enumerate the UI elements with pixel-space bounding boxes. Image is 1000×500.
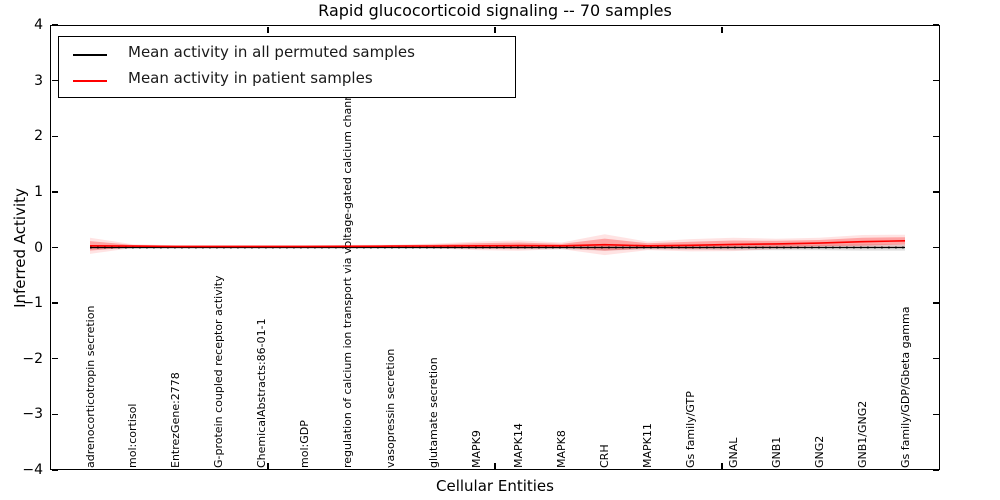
ytick-mark xyxy=(51,469,58,471)
ytick-label: −1 xyxy=(22,295,43,312)
xtick-mark xyxy=(267,462,269,469)
ytick-label: −2 xyxy=(22,350,43,367)
permuted-line-sample xyxy=(73,54,107,56)
ytick-mark xyxy=(932,246,939,249)
ytick-mark xyxy=(51,358,58,360)
ytick-mark xyxy=(51,246,58,249)
ytick-mark xyxy=(51,24,58,26)
ytick-mark xyxy=(51,79,58,82)
legend: Mean activity in all permuted samples Me… xyxy=(58,36,516,98)
patient-mean-line xyxy=(89,240,906,248)
patient-std-band-outer xyxy=(90,234,905,256)
ytick-label: 0 xyxy=(34,239,43,256)
ytick-mark xyxy=(932,135,939,137)
chart-title: Rapid glucocorticoid signaling -- 70 sam… xyxy=(318,1,672,20)
xtick-mark xyxy=(721,462,723,469)
ytick-label: −3 xyxy=(22,406,43,423)
ytick-mark xyxy=(932,24,939,26)
ytick-mark xyxy=(932,413,939,416)
patient-line-sample xyxy=(73,80,107,82)
plot-area xyxy=(50,25,940,470)
ytick-label: 4 xyxy=(34,17,43,33)
ytick-mark xyxy=(51,135,58,137)
x-axis-label: Cellular Entities xyxy=(436,477,554,495)
xtick-mark xyxy=(721,26,723,33)
ytick-mark xyxy=(932,469,939,471)
xtick-mark xyxy=(267,26,269,33)
chart-canvas xyxy=(89,234,906,256)
legend-item-permuted: Mean activity in all permuted samples xyxy=(59,42,515,68)
ytick-mark xyxy=(932,358,939,360)
ytick-mark xyxy=(932,79,939,82)
ytick-mark xyxy=(51,413,58,416)
y-axis-label: Inferred Activity xyxy=(11,188,29,308)
ytick-mark xyxy=(51,302,58,304)
legend-label: Mean activity in all permuted samples xyxy=(128,43,415,61)
ytick-label: 3 xyxy=(34,72,43,89)
ytick-mark xyxy=(51,191,58,193)
xtick-mark xyxy=(494,462,496,469)
ytick-label: −4 xyxy=(22,462,43,478)
ytick-label: 1 xyxy=(34,183,43,200)
ytick-mark xyxy=(932,191,939,193)
legend-label: Mean activity in patient samples xyxy=(128,69,373,87)
xtick-mark xyxy=(494,26,496,33)
ytick-mark xyxy=(932,302,939,304)
ytick-label: 2 xyxy=(34,128,43,145)
legend-item-patient: Mean activity in patient samples xyxy=(59,68,515,94)
